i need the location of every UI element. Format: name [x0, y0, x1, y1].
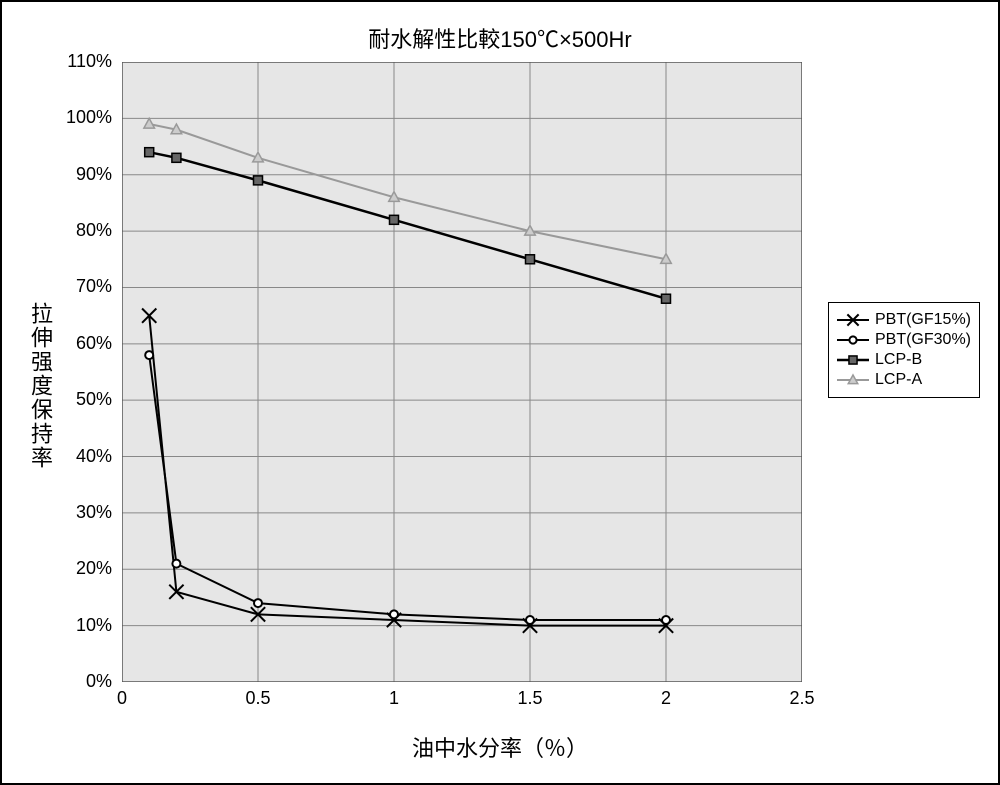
legend-swatch-icon [837, 372, 869, 388]
legend-label: LCP-B [875, 351, 922, 369]
legend: PBT(GF15%) PBT(GF30%) LCP-B LCP-A [828, 302, 980, 398]
legend-item: LCP-B [837, 351, 971, 369]
legend-item: PBT(GF30%) [837, 331, 971, 349]
x-tick-label: 1 [374, 688, 414, 709]
chart-frame: 耐水解性比較150℃×500Hr 拉伸强度保持率 油中水分率（％） 0%10%2… [0, 0, 1000, 785]
x-tick-label: 0 [102, 688, 142, 709]
legend-item: LCP-A [837, 371, 971, 389]
y-tick-label: 10% [52, 615, 112, 636]
x-axis-label: 油中水分率（％） [2, 731, 998, 763]
legend-item: PBT(GF15%) [837, 311, 971, 329]
x-tick-label: 1.5 [510, 688, 550, 709]
y-tick-label: 70% [52, 276, 112, 297]
y-tick-label: 50% [52, 389, 112, 410]
y-tick-label: 20% [52, 558, 112, 579]
y-tick-label: 90% [52, 164, 112, 185]
legend-swatch-icon [837, 352, 869, 368]
plot-area [122, 62, 802, 682]
legend-swatch-icon [837, 332, 869, 348]
y-tick-label: 30% [52, 502, 112, 523]
y-tick-label: 60% [52, 333, 112, 354]
y-tick-label: 110% [52, 51, 112, 72]
legend-label: LCP-A [875, 371, 922, 389]
y-tick-label: 80% [52, 220, 112, 241]
x-tick-label: 2.5 [782, 688, 822, 709]
x-tick-label: 0.5 [238, 688, 278, 709]
y-tick-label: 40% [52, 446, 112, 467]
y-tick-label: 100% [52, 107, 112, 128]
legend-swatch-icon [837, 312, 869, 328]
legend-label: PBT(GF30%) [875, 331, 971, 349]
x-tick-label: 2 [646, 688, 686, 709]
legend-label: PBT(GF15%) [875, 311, 971, 329]
chart-title: 耐水解性比較150℃×500Hr [2, 22, 998, 54]
